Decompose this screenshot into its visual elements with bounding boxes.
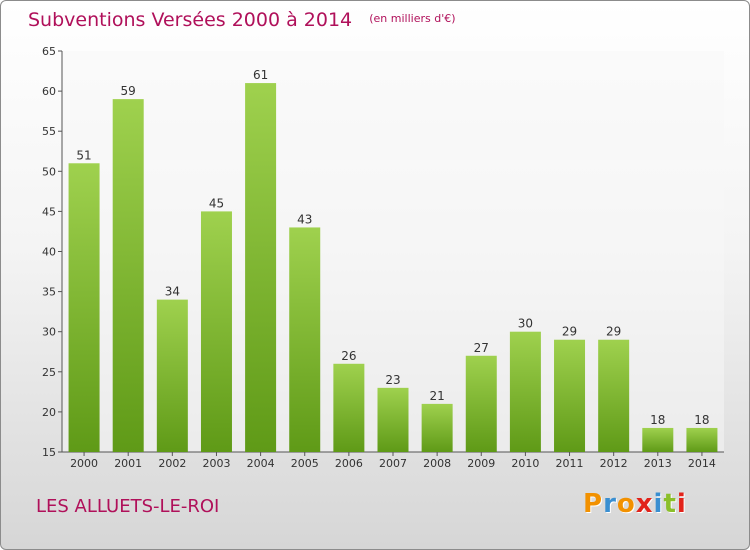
bar — [156, 299, 188, 452]
proxiti-logo: Proxiti — [583, 489, 687, 519]
bar — [333, 363, 365, 452]
y-tick-label: 15 — [42, 446, 56, 459]
y-tick-label: 55 — [42, 125, 56, 138]
y-tick-label: 30 — [42, 326, 56, 339]
data-label: 30 — [518, 317, 533, 331]
data-label: 61 — [253, 68, 268, 82]
bar — [245, 83, 277, 452]
data-label: 51 — [76, 148, 91, 162]
y-tick-label: 40 — [42, 246, 56, 259]
x-tick-label: 2003 — [202, 457, 230, 470]
data-label: 43 — [297, 212, 312, 226]
y-tick-label: 25 — [42, 366, 56, 379]
y-tick-label: 20 — [42, 406, 56, 419]
bar — [642, 427, 674, 452]
data-label: 59 — [121, 84, 136, 98]
bar — [686, 427, 718, 452]
x-tick-label: 2012 — [600, 457, 628, 470]
title-block: Subventions Versées 2000 à 2014 (en mill… — [28, 9, 456, 31]
bar — [289, 227, 321, 452]
data-label: 27 — [474, 341, 489, 355]
x-tick-label: 2010 — [511, 457, 539, 470]
bar — [112, 99, 144, 453]
data-label: 45 — [209, 196, 224, 210]
chart-subtitle: (en milliers d'€) — [369, 12, 456, 25]
x-tick-label: 2006 — [335, 457, 363, 470]
bar — [200, 211, 232, 452]
x-tick-label: 2004 — [247, 457, 275, 470]
x-tick-label: 2000 — [70, 457, 98, 470]
y-tick-label: 65 — [42, 45, 56, 58]
data-label: 29 — [562, 325, 577, 339]
x-tick-label: 2001 — [114, 457, 142, 470]
x-tick-label: 2005 — [291, 457, 319, 470]
data-label: 23 — [385, 373, 400, 387]
x-tick-label: 2008 — [423, 457, 451, 470]
bar — [598, 339, 630, 452]
data-label: 26 — [341, 349, 356, 363]
y-tick-label: 45 — [42, 205, 56, 218]
data-label: 34 — [165, 285, 180, 299]
y-tick-label: 50 — [42, 165, 56, 178]
x-tick-label: 2002 — [158, 457, 186, 470]
data-label: 18 — [650, 413, 665, 427]
bar — [554, 339, 586, 452]
chart-title: Subventions Versées 2000 à 2014 — [28, 9, 353, 31]
x-tick-label: 2011 — [556, 457, 584, 470]
x-tick-label: 2009 — [467, 457, 495, 470]
bar — [465, 355, 497, 452]
x-tick-label: 2007 — [379, 457, 407, 470]
y-tick-label: 35 — [42, 286, 56, 299]
bar — [509, 331, 541, 452]
bar — [68, 163, 100, 452]
x-tick-label: 2013 — [644, 457, 672, 470]
data-label: 18 — [694, 413, 709, 427]
bar — [421, 403, 453, 452]
data-label: 29 — [606, 325, 621, 339]
location-label: LES ALLUETS-LE-ROI — [36, 496, 220, 517]
data-label: 21 — [429, 389, 444, 403]
x-tick-label: 2014 — [688, 457, 716, 470]
y-tick-label: 60 — [42, 85, 56, 98]
bar — [377, 387, 409, 452]
